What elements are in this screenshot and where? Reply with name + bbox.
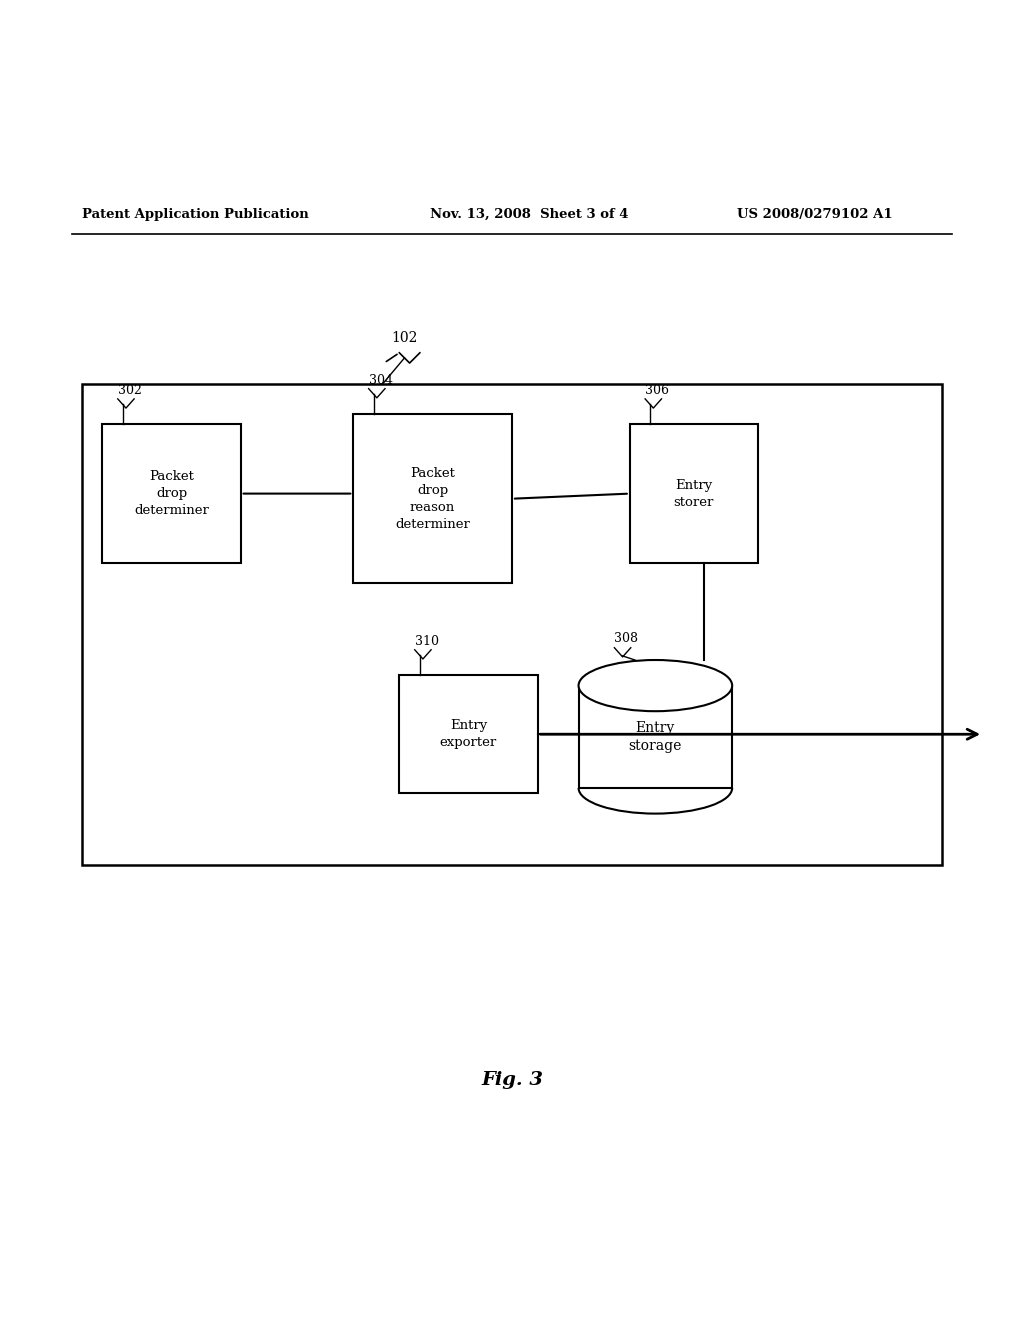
Text: Fig. 3: Fig. 3	[481, 1071, 543, 1089]
Bar	[102, 425, 241, 562]
Text: Patent Application Publication: Patent Application Publication	[82, 209, 308, 220]
Text: 304: 304	[369, 374, 392, 387]
Ellipse shape	[579, 660, 732, 711]
Text: Packet
drop
determiner: Packet drop determiner	[134, 470, 209, 517]
Text: US 2008/0279102 A1: US 2008/0279102 A1	[737, 209, 893, 220]
Bar	[630, 425, 758, 562]
Text: Packet
drop
reason
determiner: Packet drop reason determiner	[395, 467, 470, 531]
Bar	[353, 414, 512, 583]
Text: Entry
storage: Entry storage	[629, 721, 682, 752]
Text: 102: 102	[391, 330, 418, 345]
Text: 302: 302	[118, 384, 141, 397]
Bar	[579, 685, 732, 788]
Text: Entry
exporter: Entry exporter	[440, 719, 497, 750]
Bar	[82, 384, 942, 865]
Text: 306: 306	[645, 384, 669, 397]
Text: Entry
storer: Entry storer	[674, 479, 714, 508]
Bar	[399, 676, 538, 793]
Text: 308: 308	[614, 632, 638, 644]
Text: 310: 310	[415, 635, 438, 648]
Text: Nov. 13, 2008  Sheet 3 of 4: Nov. 13, 2008 Sheet 3 of 4	[430, 209, 629, 220]
